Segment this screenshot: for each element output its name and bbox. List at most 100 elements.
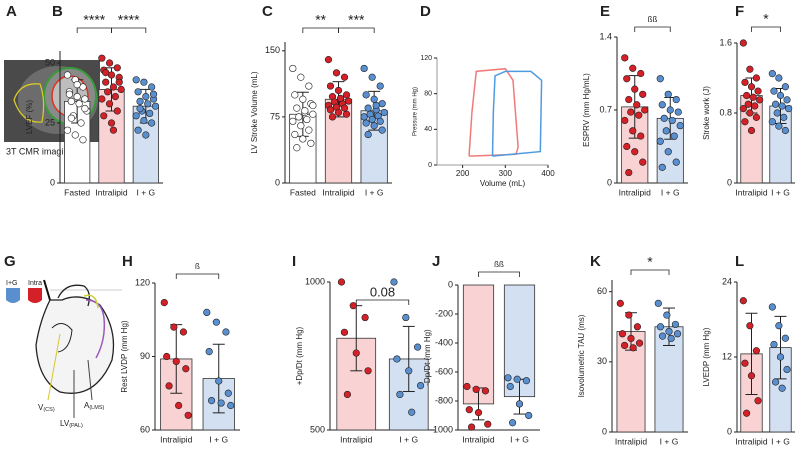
- panel: F Stroke work (J) 0 0.8 1.6 Intralipid I + G *: [702, 3, 795, 197]
- data-point: [749, 93, 757, 101]
- x-tick-label: Intralipid: [615, 436, 647, 446]
- data-point: [633, 101, 641, 109]
- data-point: [293, 144, 301, 152]
- data-point: [623, 142, 631, 151]
- y-tick-label: 0: [727, 177, 732, 187]
- data-point: [637, 132, 645, 140]
- vessel-label: V(CS): [38, 403, 55, 413]
- data-point: [756, 96, 764, 104]
- data-point: [364, 367, 372, 375]
- data-point: [326, 106, 335, 114]
- y-tick-label: 0.7: [599, 104, 612, 114]
- data-point: [291, 91, 299, 99]
- data-point: [508, 419, 517, 427]
- data-point: [747, 372, 756, 380]
- x-tick-label: Fasted: [64, 187, 90, 197]
- data-point: [205, 348, 213, 356]
- data-point: [203, 308, 211, 317]
- data-point: [224, 389, 232, 397]
- data-point: [522, 377, 531, 385]
- x-tick-label: Intralipid: [735, 187, 767, 197]
- data-point: [376, 117, 384, 125]
- data-point: [754, 87, 762, 95]
- y-tick-label: 24: [722, 276, 732, 286]
- data-point: [337, 278, 346, 286]
- data-point: [775, 122, 783, 130]
- data-point: [305, 82, 313, 90]
- data-point: [625, 95, 633, 104]
- data-point: [132, 112, 140, 120]
- data-point: [217, 399, 225, 407]
- data-point: [324, 56, 333, 64]
- data-point: [136, 97, 144, 105]
- data-point: [633, 323, 642, 331]
- significance-bracket: [630, 269, 670, 275]
- data-point: [212, 318, 220, 326]
- data-point: [144, 100, 152, 108]
- data-point: [182, 365, 190, 373]
- data-point: [67, 114, 75, 122]
- significance-bracket: [175, 273, 220, 279]
- panel-letter: G: [4, 253, 16, 270]
- significance-bracket: [338, 27, 375, 33]
- data-point: [668, 116, 676, 125]
- x-tick-label: I + G: [399, 434, 418, 444]
- data-point: [625, 311, 633, 319]
- data-point: [360, 64, 368, 73]
- panel: K Isovolumetric TAU (ms) 0 30 60 Intralipid I …: [577, 253, 688, 446]
- label-sub: (LMS): [89, 405, 104, 411]
- panel: B LVEF (%) 0 25 50 Fasted Intralipid I + G **** *…: [25, 3, 163, 197]
- data-point: [754, 397, 762, 405]
- significance-bracket: [634, 26, 671, 32]
- x-tick-label: I + G: [660, 436, 679, 446]
- y-tick-label: -1000: [430, 424, 453, 434]
- data-point: [63, 126, 72, 134]
- significance-label: 0.08: [370, 284, 395, 299]
- data-point: [616, 299, 624, 307]
- data-point: [109, 126, 118, 134]
- panel-letter: I: [292, 253, 296, 270]
- data-point: [472, 385, 480, 394]
- x-tick-label: I + G: [365, 187, 384, 197]
- data-point: [376, 82, 384, 90]
- label-sub: (CS): [43, 407, 54, 413]
- y-tick-label: -200: [435, 308, 453, 318]
- panel: J -Dp/Dt (mm Hg) -1000 -800 -600 -400 -200 0 Int…: [423, 253, 540, 444]
- significance-bracket: [478, 271, 520, 277]
- y-axis-title: Stroke work (J): [702, 86, 711, 140]
- data-point: [378, 126, 386, 134]
- y-tick-label: 120: [135, 277, 150, 287]
- data-point: [215, 377, 223, 385]
- data-point: [134, 88, 142, 96]
- data-point: [297, 73, 305, 81]
- data-point: [349, 302, 357, 310]
- data-point: [658, 101, 666, 109]
- data-point: [639, 90, 647, 98]
- aorta: [57, 284, 90, 307]
- data-point: [770, 87, 778, 95]
- panel: C LV Stroke Volume (mL) 0 75 150 Fasted Intral…: [250, 3, 392, 197]
- data-point: [660, 114, 668, 122]
- infusion-bag: [6, 288, 20, 303]
- panel-g: G I+G Intra V(CS)A(LMS)LV(PAL): [4, 253, 122, 429]
- data-point: [474, 409, 483, 417]
- y-tick-label: 1000: [305, 276, 325, 286]
- data-point: [746, 109, 754, 117]
- data-point: [739, 39, 747, 47]
- data-point: [372, 101, 380, 110]
- data-point: [303, 115, 311, 124]
- data-point: [175, 401, 183, 410]
- data-point: [778, 384, 786, 392]
- significance-label: ***: [348, 12, 365, 28]
- significance-bracket: [76, 27, 112, 33]
- y-axis-title: +Dp/Dt (mm Hg): [295, 326, 304, 385]
- significance-label: ****: [83, 12, 105, 28]
- y-axis-title: Isovolumetric TAU (ms): [577, 314, 586, 397]
- x-tick-label: I + G: [661, 187, 680, 197]
- panel-letter: H: [122, 253, 133, 270]
- data-point: [629, 64, 637, 72]
- x-tick-label: Intralipid: [462, 434, 494, 444]
- data-point: [778, 102, 786, 110]
- data-point: [104, 88, 112, 96]
